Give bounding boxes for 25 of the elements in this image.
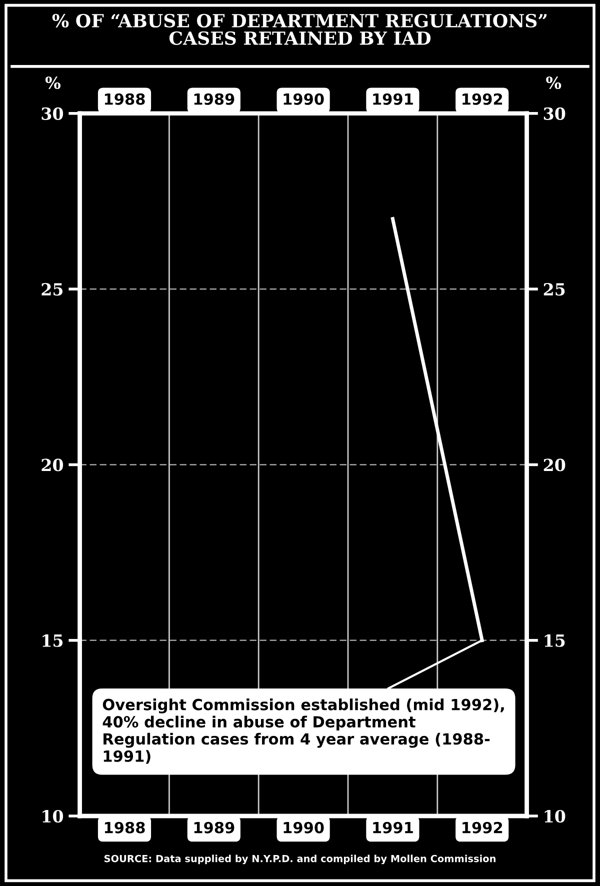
- category-label: 1991: [373, 93, 413, 105]
- category-label: 1990: [284, 93, 324, 105]
- y-tick-label: 15: [42, 634, 63, 647]
- y-tick-label: 25: [42, 283, 63, 296]
- category-label: 1988: [104, 93, 145, 105]
- chart-title: % OF “ABUSE OF DEPARTMENT REGULATIONS” CASES RETAINED BY IAD: [52, 14, 547, 45]
- y2-tick-label: 25: [544, 283, 565, 296]
- y-tick-label: 30: [42, 107, 64, 120]
- source-note: SOURCE: Data supplied by N.Y.P.D. and compiled by Mollen Commission: [104, 854, 496, 864]
- y-tick-label: 20: [42, 458, 64, 472]
- y2-tick-label: 20: [544, 458, 566, 472]
- x-tick-label: 1989: [194, 822, 234, 834]
- x-tick-label: 1988: [104, 822, 145, 834]
- y2-tick-label: 10: [544, 810, 566, 823]
- y2-tick-label: 30: [544, 107, 566, 120]
- x-tick-label: 1991: [373, 822, 413, 834]
- y-axis-title: %: [45, 76, 60, 90]
- x-tick-label: 1990: [284, 822, 324, 834]
- x-tick-label: 1992: [462, 822, 502, 834]
- y-tick-label: 10: [42, 810, 64, 823]
- annotation: Oversight Commission established (mid 1992), 40% decline in abuse of Department Regulation cases from 4 year average (1988- 1991): [102, 698, 504, 764]
- y2-axis-title: %: [546, 76, 562, 90]
- category-label: 1992: [462, 93, 502, 105]
- y2-tick-label: 15: [544, 634, 565, 647]
- category-label: 1989: [194, 93, 234, 105]
